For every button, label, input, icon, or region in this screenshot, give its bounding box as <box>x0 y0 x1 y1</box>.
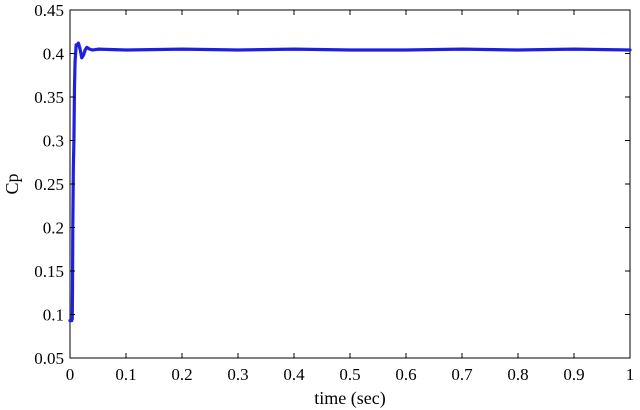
y-axis-label: Cp <box>2 173 22 194</box>
x-tick-label: 0.7 <box>451 365 473 384</box>
y-axis-ticks: 0.05 0.1 0.15 0.2 0.25 0.3 0.35 0.4 0.45 <box>34 1 630 368</box>
plot-border <box>69 9 631 359</box>
y-tick-label: 0.25 <box>34 175 64 194</box>
x-tick-label: 0.8 <box>507 365 528 384</box>
x-axis-ticks: 0 0.1 0.2 0.3 0.4 0.5 0.6 0.7 0.8 0.9 1 <box>66 10 635 384</box>
x-tick-label: 0.1 <box>115 365 136 384</box>
series-line-cp <box>68 41 632 323</box>
x-axis-label: time (sec) <box>314 388 385 409</box>
y-tick-label: 0.1 <box>43 306 64 325</box>
y-tick-label: 0.45 <box>34 1 64 20</box>
y-tick-label: 0.05 <box>34 349 64 368</box>
y-tick-label: 0.2 <box>43 219 64 238</box>
axes-frame <box>69 9 631 359</box>
x-tick-label: 1 <box>626 365 635 384</box>
x-tick-label: 0.5 <box>339 365 360 384</box>
series-layer <box>68 41 632 323</box>
y-tick-label: 0.35 <box>34 88 64 107</box>
x-tick-label: 0.2 <box>171 365 192 384</box>
x-tick-label: 0 <box>66 365 75 384</box>
x-tick-label: 0.3 <box>227 365 248 384</box>
y-tick-label: 0.15 <box>34 262 64 281</box>
x-tick-label: 0.4 <box>283 365 305 384</box>
x-tick-label: 0.9 <box>563 365 584 384</box>
y-tick-label: 0.4 <box>43 45 65 64</box>
y-tick-label: 0.3 <box>43 132 64 151</box>
x-tick-label: 0.6 <box>395 365 416 384</box>
